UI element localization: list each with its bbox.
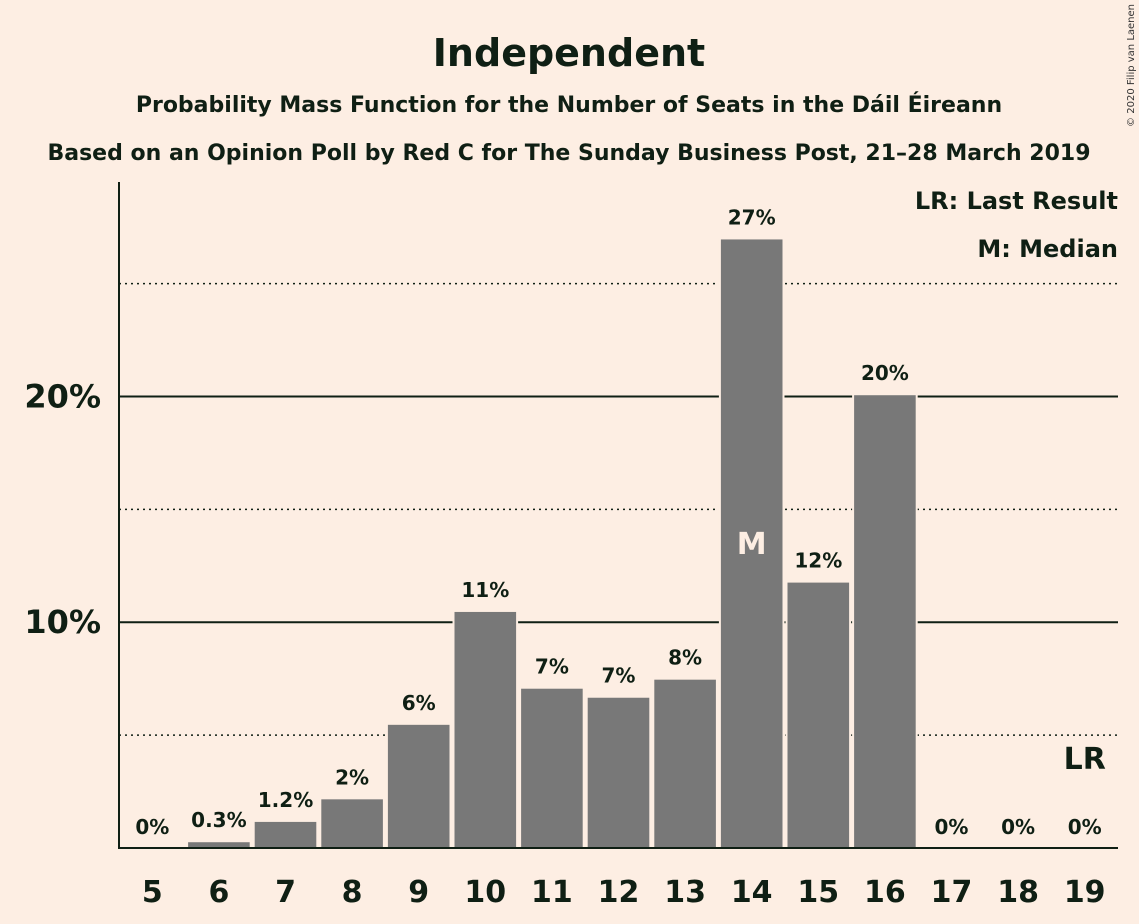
bar-7 bbox=[252, 819, 319, 849]
value-label-19: 0% bbox=[1068, 815, 1102, 839]
bar-9 bbox=[385, 722, 452, 849]
x-tick-label-11: 11 bbox=[531, 875, 573, 910]
chart-subtitle-2: Based on an Opinion Poll by Red C for Th… bbox=[47, 141, 1090, 166]
value-label-15: 12% bbox=[794, 549, 842, 573]
value-label-12: 7% bbox=[602, 664, 636, 688]
bar-13 bbox=[652, 677, 718, 850]
y-axis-ticks: 10% 20% bbox=[24, 377, 101, 641]
value-label-18: 0% bbox=[1001, 815, 1035, 839]
bar-12 bbox=[585, 695, 652, 849]
x-tick-label-5: 5 bbox=[142, 875, 163, 910]
y-tick-label: 20% bbox=[24, 377, 101, 415]
bar-8 bbox=[319, 797, 385, 850]
bar-14 bbox=[718, 237, 785, 849]
bar-15 bbox=[785, 580, 852, 849]
bar-10 bbox=[452, 609, 519, 849]
x-tick-label-6: 6 bbox=[208, 875, 229, 910]
bar-16 bbox=[852, 393, 918, 849]
x-axis-ticks: 5 6 7 8 9 10 11 12 13 14 15 16 17 18 19 bbox=[142, 875, 1106, 910]
bar-11 bbox=[519, 686, 585, 850]
bars bbox=[186, 237, 918, 850]
x-tick-label-7: 7 bbox=[275, 875, 296, 910]
median-marker: M bbox=[737, 527, 767, 562]
value-label-16: 20% bbox=[861, 361, 909, 385]
x-tick-label-10: 10 bbox=[464, 875, 506, 910]
x-tick-label-19: 19 bbox=[1064, 875, 1106, 910]
x-tick-label-15: 15 bbox=[797, 875, 839, 910]
x-tick-label-9: 9 bbox=[408, 875, 429, 910]
last-result-marker: LR bbox=[1064, 742, 1106, 777]
value-label-5: 0% bbox=[135, 815, 169, 839]
value-label-7: 1.2% bbox=[258, 788, 313, 812]
value-label-8: 2% bbox=[335, 765, 369, 789]
legend-median: M: Median bbox=[977, 235, 1118, 263]
value-label-13: 8% bbox=[668, 646, 702, 670]
y-tick-label: 10% bbox=[24, 603, 101, 641]
value-label-14: 27% bbox=[728, 205, 776, 229]
value-label-6: 0.3% bbox=[191, 808, 246, 832]
chart-title: Independent bbox=[433, 31, 705, 75]
value-labels: 0% 0.3% 1.2% 2% 6% 11% 7% 7% 8% 27% M 12% 20% 0% 0% 0% L… bbox=[135, 205, 1105, 839]
x-tick-label-14: 14 bbox=[731, 875, 773, 910]
copyright-text: © 2020 Filip van Laenen bbox=[1126, 4, 1137, 127]
x-tick-label-16: 16 bbox=[864, 875, 906, 910]
legend-last-result: LR: Last Result bbox=[915, 187, 1118, 215]
bar-6 bbox=[186, 840, 252, 849]
x-tick-label-18: 18 bbox=[997, 875, 1039, 910]
value-label-11: 7% bbox=[535, 655, 569, 679]
chart-subtitle: Probability Mass Function for the Number… bbox=[136, 92, 1002, 118]
x-tick-label-17: 17 bbox=[931, 875, 973, 910]
value-label-10: 11% bbox=[461, 578, 509, 602]
x-tick-label-13: 13 bbox=[664, 875, 706, 910]
x-tick-label-8: 8 bbox=[342, 875, 363, 910]
value-label-17: 0% bbox=[935, 815, 969, 839]
value-label-9: 6% bbox=[402, 691, 436, 715]
x-tick-label-12: 12 bbox=[598, 875, 640, 910]
